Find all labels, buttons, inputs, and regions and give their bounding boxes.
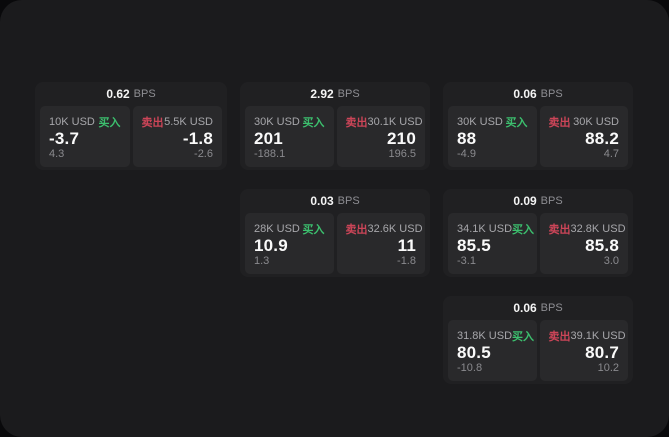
- sell-price: 88.2: [585, 129, 619, 148]
- quote-card-3: 0.06 BPS 30K USD 买入 88 -4.9 卖出 30K USD: [443, 82, 633, 170]
- sell-label: 卖出: [345, 117, 368, 129]
- spread-header: 0.03 BPS: [240, 189, 430, 213]
- sell-price: 85.8: [585, 236, 619, 255]
- quote-card-1: 0.62 BPS 10K USD 买入 -3.7 4.3 卖出 5.5K USD: [35, 82, 227, 170]
- buy-tile[interactable]: 34.1K USD 买入 85.5 -3.1: [448, 213, 537, 274]
- buy-label: 买入: [512, 224, 535, 236]
- sell-change: -1.8: [397, 254, 416, 267]
- buy-label: 买入: [302, 117, 325, 129]
- buy-size: 30K USD: [254, 116, 300, 128]
- sell-tile[interactable]: 卖出 32.8K USD 85.8 3.0: [539, 213, 628, 274]
- spread-unit: BPS: [540, 88, 563, 100]
- spread-unit: BPS: [133, 88, 156, 100]
- sell-label: 卖出: [548, 331, 571, 343]
- buy-price: 85.5: [457, 236, 491, 255]
- buy-price: 80.5: [457, 343, 491, 362]
- buy-tile[interactable]: 31.8K USD 买入 80.5 -10.8: [448, 320, 537, 381]
- sell-tile[interactable]: 卖出 39.1K USD 80.7 10.2: [539, 320, 628, 381]
- sell-change: -2.6: [194, 147, 213, 160]
- buy-size: 28K USD: [254, 223, 300, 235]
- spread-value: 2.92: [310, 87, 334, 101]
- buy-size: 30K USD: [457, 116, 503, 128]
- spread-value: 0.06: [513, 87, 537, 101]
- buy-size: 31.8K USD: [457, 330, 513, 342]
- buy-label: 买入: [512, 331, 535, 343]
- sell-label: 卖出: [141, 117, 164, 129]
- spread-header: 0.06 BPS: [443, 296, 633, 320]
- sell-label: 卖出: [548, 224, 571, 236]
- spread-unit: BPS: [540, 302, 563, 314]
- sell-price: -1.8: [182, 129, 213, 148]
- buy-label: 买入: [302, 224, 325, 236]
- quote-card-5: 0.09 BPS 34.1K USD 买入 85.5 -3.1 卖出 32.8K…: [443, 189, 633, 277]
- buy-price: -3.7: [49, 129, 80, 148]
- sell-price: 11: [397, 236, 416, 255]
- buy-change: -4.9: [457, 147, 476, 160]
- quote-card-4: 0.03 BPS 28K USD 买入 10.9 1.3 卖出 32.6K US…: [240, 189, 430, 277]
- spread-header: 0.62 BPS: [35, 82, 227, 106]
- spread-unit: BPS: [337, 195, 360, 207]
- buy-change: -3.1: [457, 254, 476, 267]
- sell-change: 4.7: [603, 147, 619, 160]
- sell-change: 10.2: [597, 361, 619, 374]
- spread-value: 0.09: [513, 194, 537, 208]
- buy-change: -188.1: [254, 147, 286, 160]
- buy-label: 买入: [505, 117, 528, 129]
- sell-price: 210: [387, 129, 416, 148]
- sell-size: 39.1K USD: [570, 330, 626, 342]
- buy-tile[interactable]: 30K USD 买入 201 -188.1: [245, 106, 334, 167]
- sell-price: 80.7: [585, 343, 619, 362]
- buy-size: 34.1K USD: [457, 223, 513, 235]
- quote-card-2: 2.92 BPS 30K USD 买入 201 -188.1 卖出 30.1K …: [240, 82, 430, 170]
- sell-label: 卖出: [345, 224, 368, 236]
- sell-label: 卖出: [548, 117, 571, 129]
- buy-change: 1.3: [254, 254, 270, 267]
- buy-price: 10.9: [254, 236, 288, 255]
- buy-tile[interactable]: 10K USD 买入 -3.7 4.3: [40, 106, 130, 167]
- spread-header: 0.06 BPS: [443, 82, 633, 106]
- buy-label: 买入: [98, 117, 121, 129]
- spread-header: 2.92 BPS: [240, 82, 430, 106]
- spread-value: 0.03: [310, 194, 334, 208]
- buy-tile[interactable]: 30K USD 买入 88 -4.9: [448, 106, 537, 167]
- spread-unit: BPS: [337, 88, 360, 100]
- buy-tile[interactable]: 28K USD 买入 10.9 1.3: [245, 213, 334, 274]
- sell-size: 32.6K USD: [367, 223, 423, 235]
- buy-size: 10K USD: [49, 116, 95, 128]
- quote-cards-grid: 0.62 BPS 10K USD 买入 -3.7 4.3 卖出 5.5K USD: [35, 82, 633, 384]
- spread-unit: BPS: [540, 195, 563, 207]
- buy-price: 201: [254, 129, 283, 148]
- buy-change: -10.8: [457, 361, 483, 374]
- quote-card-6: 0.06 BPS 31.8K USD 买入 80.5 -10.8 卖出 39.1…: [443, 296, 633, 384]
- sell-tile[interactable]: 卖出 30.1K USD 210 196.5: [336, 106, 425, 167]
- sell-tile[interactable]: 卖出 30K USD 88.2 4.7: [539, 106, 628, 167]
- sell-size: 32.8K USD: [570, 223, 626, 235]
- sell-size: 30K USD: [573, 116, 619, 128]
- spread-header: 0.09 BPS: [443, 189, 633, 213]
- sell-change: 196.5: [388, 147, 416, 160]
- sell-size: 30.1K USD: [367, 116, 423, 128]
- sell-change: 3.0: [603, 254, 619, 267]
- sell-tile[interactable]: 卖出 32.6K USD 11 -1.8: [336, 213, 425, 274]
- buy-price: 88: [457, 129, 477, 148]
- spread-value: 0.06: [513, 301, 537, 315]
- spread-value: 0.62: [106, 87, 130, 101]
- sell-size: 5.5K USD: [164, 116, 213, 128]
- buy-change: 4.3: [49, 147, 65, 160]
- sell-tile[interactable]: 卖出 5.5K USD -1.8 -2.6: [132, 106, 222, 167]
